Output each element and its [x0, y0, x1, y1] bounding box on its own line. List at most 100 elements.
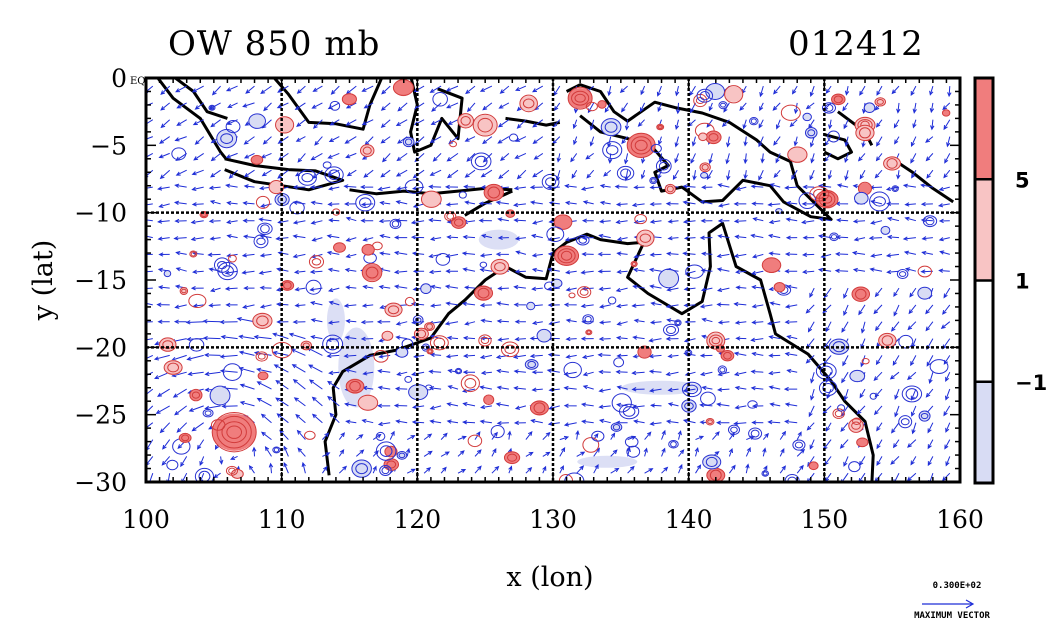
wind-vector [876, 422, 883, 432]
wind-vector [745, 463, 750, 474]
wind-vector [759, 85, 764, 98]
wind-vector [243, 285, 255, 291]
wind-vector [717, 234, 730, 239]
wind-vector [190, 236, 204, 242]
negative-contour-fill [216, 130, 237, 148]
wind-vector [380, 136, 391, 144]
negative-contour [545, 177, 557, 187]
negative-contour [470, 152, 492, 171]
wind-vector [533, 152, 544, 160]
wind-vector [292, 234, 306, 239]
negative-contour [479, 261, 488, 268]
coastline-sulawesi [409, 78, 464, 154]
wind-vector [479, 385, 492, 390]
wind-vector [796, 464, 804, 474]
wind-vector [345, 102, 357, 109]
negative-contour [815, 362, 837, 380]
wind-vector [146, 422, 154, 431]
wind-vector [328, 186, 340, 191]
wind-vector [716, 253, 730, 258]
positive-contour [480, 336, 490, 345]
wind-vector [188, 405, 204, 412]
wind-vector [372, 433, 382, 441]
wind-vector [692, 170, 697, 181]
positive-contour [384, 445, 398, 458]
negative-contour [613, 357, 625, 368]
wind-vector [474, 449, 482, 457]
wind-vector [256, 397, 272, 407]
wind-vector [190, 219, 204, 225]
positive-contour [255, 195, 270, 209]
wind-vector [908, 304, 917, 315]
wind-vector [344, 201, 357, 207]
wind-vector [743, 170, 748, 180]
wind-vector [886, 269, 900, 275]
wind-vector [598, 369, 611, 375]
wind-vector [322, 452, 331, 457]
positive-contour [464, 377, 477, 389]
wind-vector [220, 334, 238, 340]
wind-vector [529, 353, 543, 359]
negative-contour [194, 467, 215, 482]
negative-contour [221, 265, 234, 277]
wind-vector [513, 369, 526, 374]
positive-contour [228, 467, 236, 475]
wind-vector [907, 371, 917, 381]
wind-vector [708, 102, 713, 112]
wind-vector [894, 136, 900, 145]
wind-vector [239, 383, 255, 390]
wind-vector [497, 217, 509, 222]
positive-contour-fill [878, 333, 897, 348]
wind-vector [176, 422, 188, 433]
wind-vector [644, 468, 654, 474]
wind-vector [362, 371, 374, 376]
wind-vector [893, 304, 900, 317]
wind-vector [345, 319, 357, 324]
wind-vector [514, 405, 527, 410]
positive-contour-fill [851, 286, 870, 302]
positive-contour [724, 85, 744, 104]
wind-vector [677, 430, 682, 440]
positive-contour [579, 288, 589, 296]
wind-vector [175, 169, 187, 176]
wind-vector [194, 136, 205, 145]
negative-contour [670, 441, 677, 448]
wind-vector [172, 388, 187, 398]
wind-vector [309, 301, 323, 306]
wind-vector [248, 464, 255, 474]
wind-vector [920, 201, 933, 207]
positive-contour [460, 115, 471, 126]
wind-vector [694, 446, 699, 457]
wind-vector [463, 353, 476, 359]
wind-vector [943, 287, 951, 299]
negative-contour-fill [917, 287, 932, 300]
wind-vector [904, 202, 916, 207]
wind-vector [875, 321, 883, 332]
wind-vector [941, 472, 951, 482]
wind-vector [649, 185, 662, 190]
wind-vector [447, 119, 459, 125]
positive-contour-fill [251, 154, 263, 165]
wind-vector [586, 169, 595, 179]
positive-contour-fill [774, 282, 785, 292]
negative-contour [720, 102, 727, 108]
wind-vector [260, 85, 272, 95]
wind-vector [309, 185, 323, 190]
wind-vector [256, 381, 272, 390]
wind-vector [176, 102, 187, 109]
wind-vector [564, 237, 577, 242]
wind-vector [514, 319, 526, 324]
wind-vector [786, 368, 798, 374]
positive-contour-fill [637, 346, 652, 358]
wind-vector [889, 371, 900, 380]
wind-vector [429, 352, 442, 358]
wind-vector [580, 270, 594, 275]
wind-vector [491, 465, 500, 474]
wind-vector [328, 218, 340, 223]
wind-vector [428, 184, 442, 189]
wind-vector [311, 237, 323, 242]
positive-contour [472, 113, 498, 137]
negative-contour [853, 191, 869, 205]
wind-vector [175, 267, 187, 272]
wind-vector [241, 253, 255, 258]
